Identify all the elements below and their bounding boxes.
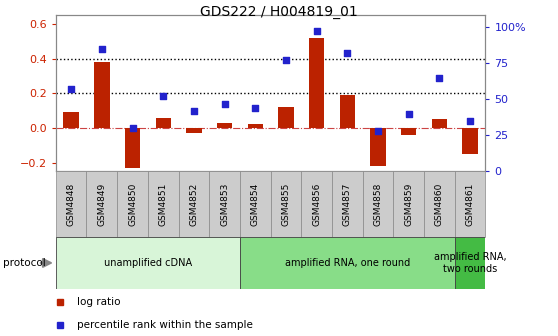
Text: GSM4861: GSM4861	[465, 182, 475, 226]
Point	[220, 101, 229, 106]
Bar	[463, 128, 478, 154]
Text: amplified RNA, one round: amplified RNA, one round	[285, 258, 410, 268]
Point	[373, 128, 382, 134]
Bar	[217, 123, 232, 128]
Bar	[371, 128, 386, 166]
Text: GSM4859: GSM4859	[404, 182, 413, 226]
Bar	[156, 118, 171, 128]
Bar	[125, 128, 140, 168]
Bar	[148, 171, 179, 237]
Text: protocol: protocol	[3, 258, 46, 268]
Bar	[186, 128, 201, 133]
Text: log ratio: log ratio	[77, 297, 121, 307]
Text: GSM4855: GSM4855	[281, 182, 291, 226]
Bar	[56, 171, 86, 237]
Bar	[401, 128, 416, 135]
Bar	[301, 171, 332, 237]
Bar	[240, 237, 455, 289]
Text: GSM4848: GSM4848	[66, 182, 76, 226]
Text: GSM4849: GSM4849	[97, 182, 107, 226]
Point	[435, 75, 444, 80]
Bar	[117, 171, 148, 237]
Bar	[393, 171, 424, 237]
Bar	[424, 171, 455, 237]
Text: GDS222 / H004819_01: GDS222 / H004819_01	[200, 5, 358, 19]
Bar	[455, 171, 485, 237]
Point	[404, 111, 413, 116]
Text: GSM4854: GSM4854	[251, 182, 260, 226]
Bar	[240, 171, 271, 237]
Point	[251, 105, 259, 111]
Text: GSM4856: GSM4856	[312, 182, 321, 226]
Bar	[248, 125, 263, 128]
Bar	[455, 237, 485, 289]
Bar	[363, 171, 393, 237]
Text: GSM4860: GSM4860	[435, 182, 444, 226]
Point	[343, 50, 352, 56]
Bar	[56, 237, 240, 289]
Bar	[309, 38, 324, 128]
Bar	[340, 95, 355, 128]
Text: GSM4853: GSM4853	[220, 182, 229, 226]
Bar	[332, 171, 363, 237]
Point	[67, 86, 76, 92]
Bar	[86, 171, 117, 237]
Text: GSM4858: GSM4858	[373, 182, 383, 226]
Point	[281, 57, 290, 63]
Bar	[432, 119, 447, 128]
Bar	[64, 112, 79, 128]
Point	[97, 46, 106, 51]
Text: GSM4850: GSM4850	[128, 182, 137, 226]
Text: GSM4851: GSM4851	[158, 182, 168, 226]
Text: GSM4852: GSM4852	[189, 182, 199, 226]
Point	[465, 118, 474, 124]
Bar	[271, 171, 301, 237]
Bar	[94, 62, 109, 128]
Bar	[278, 107, 294, 128]
Point	[312, 29, 321, 34]
Bar	[179, 171, 209, 237]
Bar	[209, 171, 240, 237]
Point	[128, 125, 137, 131]
Point	[189, 108, 198, 114]
Point	[158, 94, 167, 99]
Text: GSM4857: GSM4857	[343, 182, 352, 226]
Text: amplified RNA,
two rounds: amplified RNA, two rounds	[434, 252, 507, 274]
Text: percentile rank within the sample: percentile rank within the sample	[77, 320, 253, 330]
Text: unamplified cDNA: unamplified cDNA	[104, 258, 192, 268]
